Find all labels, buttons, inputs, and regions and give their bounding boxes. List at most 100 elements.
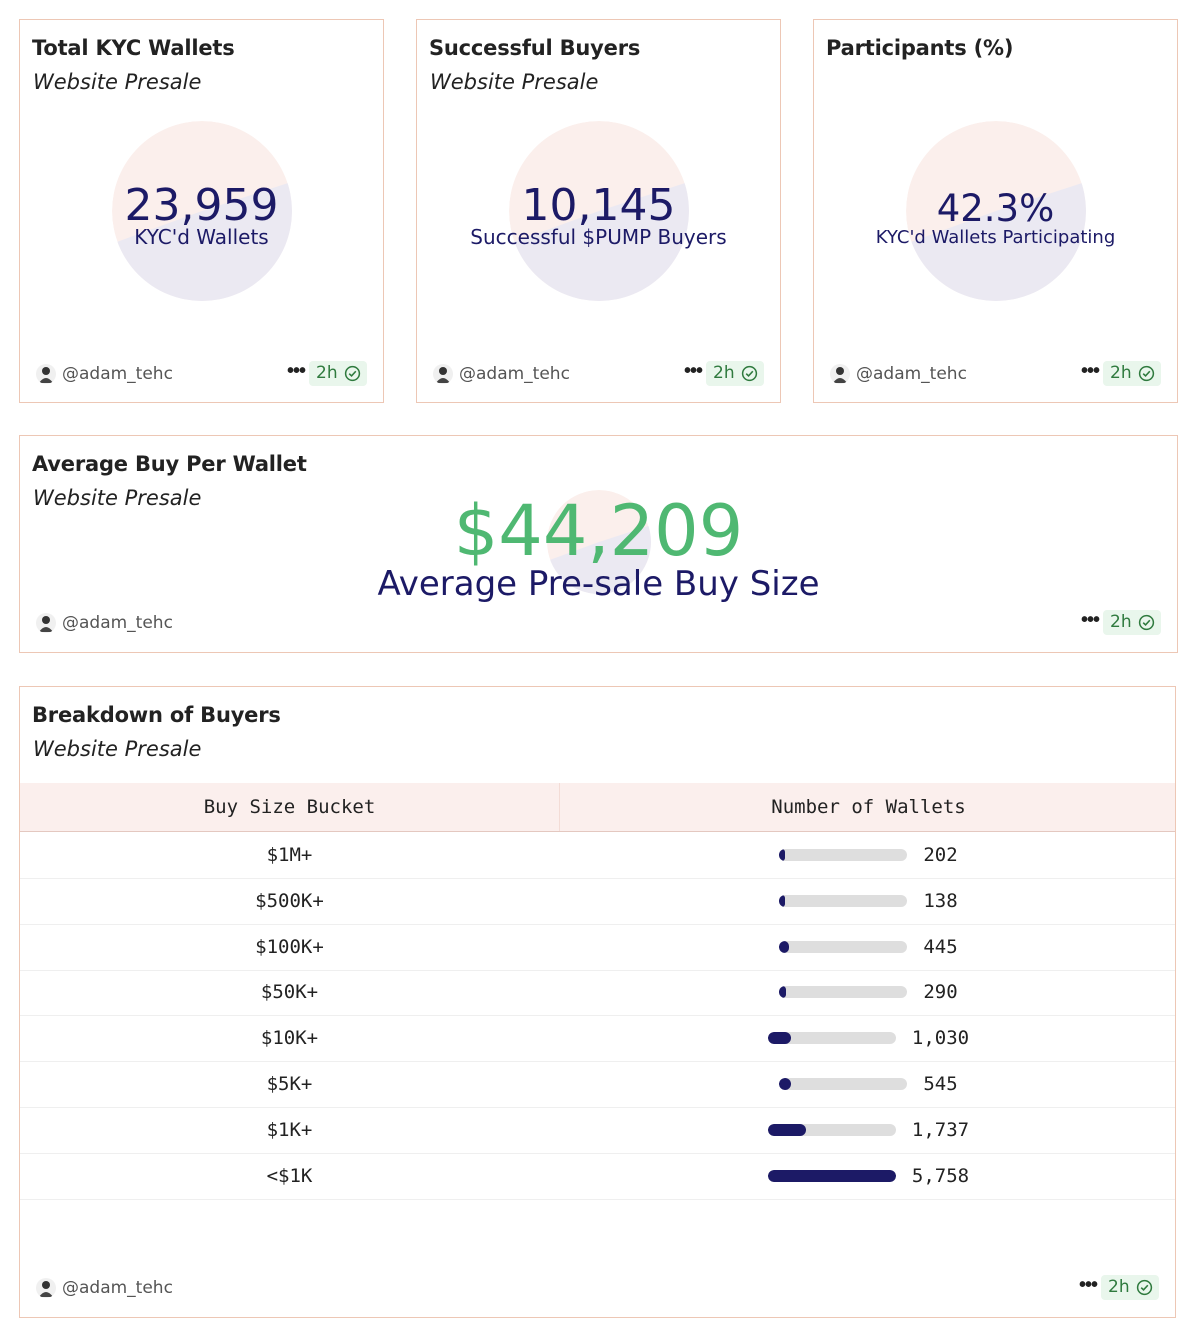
kpi-value: $44,209: [453, 490, 744, 572]
author-link[interactable]: @adam_tehc: [459, 364, 570, 384]
more-dots-icon[interactable]: •••: [1080, 609, 1100, 631]
bar-track: [779, 849, 908, 861]
cell-bucket: $1K+: [266, 1118, 313, 1141]
kpi-card-total-kyc: Total KYC Wallets Website Presale 23,959…: [19, 19, 384, 403]
user-avatar-icon[interactable]: [36, 613, 56, 633]
column-header-wallets[interactable]: Number of Wallets: [771, 796, 966, 818]
bar-fill: [779, 894, 786, 907]
cell-wallet-count: 1,030: [911, 1027, 970, 1050]
badge-age: 2h: [316, 363, 338, 383]
bar-track: [779, 940, 908, 953]
table-header: Buy Size Bucket Number of Wallets: [20, 783, 1175, 832]
status-badge[interactable]: 2h: [706, 361, 764, 386]
check-badge-icon: [1138, 614, 1155, 631]
cell-bucket: $100K+: [255, 935, 324, 958]
status-badge[interactable]: 2h: [309, 361, 367, 386]
card-footer: @adam_tehc ••• 2h: [36, 1274, 1159, 1301]
more-dots-icon[interactable]: •••: [1078, 1274, 1098, 1296]
card-footer: @adam_tehc ••• 2h: [433, 360, 764, 387]
badge-age: 2h: [713, 363, 735, 383]
user-avatar-icon[interactable]: [36, 364, 56, 384]
card-subtitle: Website Presale: [430, 70, 599, 94]
cell-wallet-count: 545: [923, 1073, 958, 1095]
cell-wallet-count: 445: [923, 935, 958, 958]
cell-wallet-count: 1,737: [911, 1118, 970, 1141]
column-header-bucket[interactable]: Buy Size Bucket: [203, 796, 376, 818]
bar-track: [779, 1078, 908, 1090]
user-avatar-icon[interactable]: [36, 1278, 56, 1298]
cell-bucket: $500K+: [255, 889, 324, 912]
bar-track: [779, 986, 908, 999]
card-subtitle: Website Presale: [33, 70, 202, 94]
user-avatar-icon[interactable]: [830, 364, 850, 384]
breakdown-card: Breakdown of Buyers Website Presale Buy …: [19, 686, 1176, 1318]
card-title: Breakdown of Buyers: [32, 703, 281, 727]
kpi-card-participants: Participants (%) 42.3% KYC'd Wallets Par…: [813, 19, 1178, 403]
bar-fill: [779, 986, 786, 999]
author-link[interactable]: @adam_tehc: [62, 613, 173, 633]
bar-track: [767, 1032, 896, 1045]
cell-bucket: $50K+: [260, 981, 319, 1004]
table-row: $100K+ 445: [20, 924, 1175, 971]
pie-chart: [509, 121, 689, 301]
bar-track: [767, 1123, 896, 1136]
cell-bucket: $10K+: [260, 1027, 319, 1050]
pie-slice: [549, 525, 651, 594]
author-link[interactable]: @adam_tehc: [856, 364, 967, 384]
cell-wallet-count: 290: [923, 981, 958, 1004]
check-badge-icon: [741, 365, 758, 382]
check-badge-icon: [1136, 1279, 1153, 1296]
badge-age: 2h: [1108, 1277, 1130, 1297]
status-badge[interactable]: 2h: [1101, 1275, 1159, 1300]
card-subtitle: Website Presale: [33, 737, 202, 761]
kpi-label: KYC'd Wallets: [134, 225, 269, 249]
kpi-label: Successful $PUMP Buyers: [470, 225, 727, 249]
pie-chart: [547, 490, 651, 594]
table-row: <$1K 5,758: [20, 1153, 1175, 1200]
table-row: $1K+ 1,737: [20, 1107, 1175, 1154]
card-title: Total KYC Wallets: [32, 36, 235, 60]
more-dots-icon[interactable]: •••: [286, 360, 306, 382]
check-badge-icon: [1138, 365, 1155, 382]
bar-fill: [779, 849, 786, 861]
table-row: $1M+ 202: [20, 832, 1175, 879]
card-subtitle: Website Presale: [33, 486, 202, 510]
cell-wallet-count: 138: [923, 889, 958, 912]
kpi-card-successful-buyers: Successful Buyers Website Presale 10,145…: [416, 19, 781, 403]
card-title: Participants (%): [826, 36, 1014, 60]
table-row: $5K+ 545: [20, 1061, 1175, 1108]
pie-chart: [906, 121, 1086, 301]
badge-age: 2h: [1110, 612, 1132, 632]
pie-slice: [116, 182, 292, 301]
kpi-value: 42.3%: [936, 187, 1055, 230]
table-row: $10K+ 1,030: [20, 1015, 1175, 1063]
badge-age: 2h: [1110, 363, 1132, 383]
more-dots-icon[interactable]: •••: [683, 360, 703, 382]
cell-bucket: <$1K: [266, 1164, 313, 1187]
status-badge[interactable]: 2h: [1103, 610, 1161, 635]
status-badge[interactable]: 2h: [1103, 361, 1161, 386]
author-link[interactable]: @adam_tehc: [62, 1278, 173, 1298]
bar-fill: [767, 1123, 807, 1136]
card-footer: @adam_tehc ••• 2h: [36, 609, 1161, 636]
pie-slice: [513, 182, 689, 301]
pie-slice: [910, 182, 1086, 301]
kpi-value: 10,145: [521, 180, 676, 231]
column-divider: [559, 783, 560, 831]
bar-track: [767, 1169, 896, 1182]
bar-fill: [779, 1078, 792, 1090]
cell-wallet-count: 202: [923, 844, 958, 866]
table-row: $500K+ 138: [20, 878, 1175, 925]
card-title: Successful Buyers: [429, 36, 641, 60]
bar-fill: [767, 1169, 896, 1182]
card-footer: @adam_tehc ••• 2h: [36, 360, 367, 387]
cell-bucket: $1M+: [266, 844, 313, 866]
author-link[interactable]: @adam_tehc: [62, 364, 173, 384]
pie-chart: [112, 121, 292, 301]
card-title: Average Buy Per Wallet: [32, 452, 307, 476]
bar-track: [779, 894, 908, 907]
user-avatar-icon[interactable]: [433, 364, 453, 384]
more-dots-icon[interactable]: •••: [1080, 360, 1100, 382]
kpi-label: Average Pre-sale Buy Size: [377, 564, 820, 604]
kpi-card-average-buy: Average Buy Per Wallet Website Presale $…: [19, 435, 1178, 653]
